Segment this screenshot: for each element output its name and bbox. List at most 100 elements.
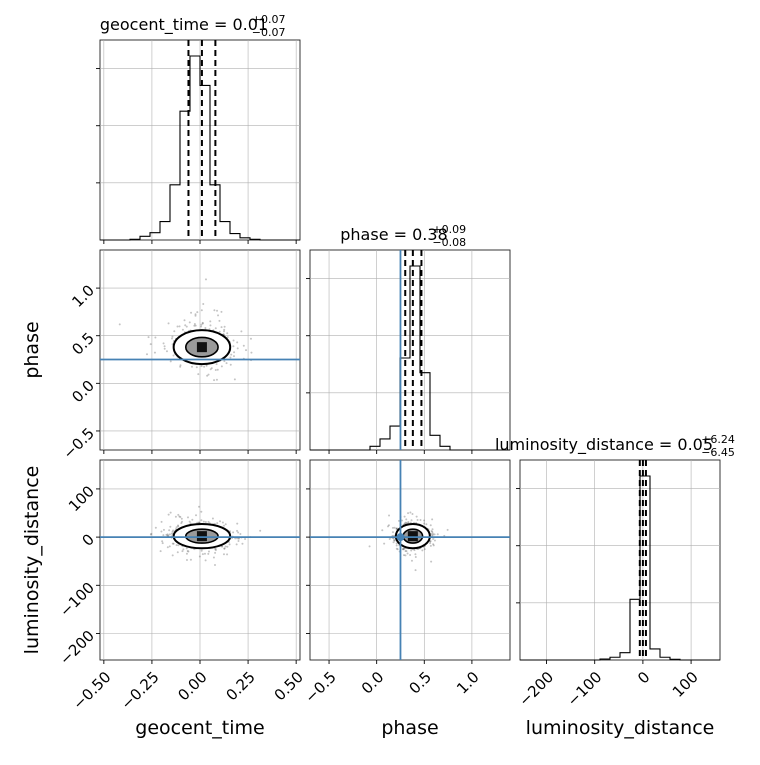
sample-point	[387, 524, 390, 527]
sample-point	[225, 362, 228, 365]
sample-point	[429, 540, 432, 543]
title-minus: −0.07	[252, 26, 286, 39]
sample-point	[433, 539, 436, 542]
x-tick-label: 0.50	[271, 668, 307, 704]
sample-point	[168, 545, 171, 548]
scatter-panel-luminosity_distance-vs-geocent_time	[96, 459, 301, 664]
sample-point	[200, 325, 203, 328]
sample-point	[395, 542, 398, 545]
sample-point	[236, 347, 239, 350]
sample-point	[200, 510, 203, 513]
sample-point	[431, 530, 434, 533]
sample-point	[236, 529, 239, 532]
sample-point	[195, 366, 198, 369]
sample-point	[431, 533, 434, 536]
sample-point	[175, 526, 178, 529]
sample-point	[406, 552, 409, 555]
sample-point	[195, 514, 198, 517]
panel-title: luminosity_distance = 0.05	[495, 435, 713, 455]
hist-panel-luminosity_distance: luminosity_distance = 0.05+6.24−6.45	[495, 433, 735, 664]
sample-point	[393, 526, 396, 529]
sample-point	[209, 368, 212, 371]
sample-point	[419, 518, 422, 521]
sample-point	[222, 553, 225, 556]
sample-point	[166, 533, 169, 536]
sample-point	[223, 547, 226, 550]
sample-point	[181, 328, 184, 331]
sample-point	[446, 528, 449, 531]
sample-point	[381, 529, 384, 532]
title-plus: +6.24	[701, 433, 735, 446]
sample-point	[432, 544, 435, 547]
sample-point	[224, 545, 227, 548]
sample-point	[170, 532, 173, 535]
x-tick-label: 0.00	[174, 668, 210, 704]
y-tick-label: 0.5	[68, 329, 98, 359]
sample-point	[388, 537, 391, 540]
sample-point	[200, 549, 203, 552]
sample-point	[190, 365, 193, 368]
sample-point	[245, 349, 248, 352]
sample-point	[221, 521, 224, 524]
sample-point	[209, 320, 212, 323]
sample-point	[178, 515, 181, 518]
sample-point	[177, 544, 180, 547]
sample-point	[220, 310, 223, 313]
sample-point	[173, 330, 176, 333]
sample-point	[150, 532, 153, 535]
sample-point	[185, 552, 188, 555]
sample-point	[170, 337, 173, 340]
sample-point	[176, 325, 179, 328]
sample-point	[180, 517, 183, 520]
sample-point	[226, 553, 229, 556]
sample-point	[196, 311, 199, 314]
sample-point	[222, 333, 225, 336]
sample-point	[189, 558, 192, 561]
sample-point	[404, 549, 407, 552]
x-axis-label-phase: phase	[381, 717, 438, 739]
sample-point	[430, 560, 433, 563]
sample-point	[207, 373, 210, 376]
sample-point	[229, 356, 232, 359]
x-tick-label: 0.0	[358, 668, 388, 698]
sample-point	[410, 549, 413, 552]
sample-point	[431, 528, 434, 531]
sample-point	[183, 319, 186, 322]
sample-point	[241, 542, 244, 545]
sample-point	[223, 547, 226, 550]
x-tick-label: 0.5	[405, 668, 435, 698]
sample-point	[163, 345, 166, 348]
sample-point	[405, 518, 408, 521]
sample-point	[395, 527, 398, 530]
sample-point	[395, 547, 398, 550]
sample-point	[162, 528, 165, 531]
sample-point	[218, 319, 221, 322]
sample-point	[203, 365, 206, 368]
sample-point	[229, 363, 232, 366]
sample-point	[160, 530, 163, 533]
histogram-phase	[310, 265, 510, 451]
hist-panel-phase: phase = 0.38+0.09−0.08	[306, 223, 511, 454]
sample-point	[429, 540, 432, 543]
sample-point	[218, 330, 221, 333]
sample-point	[224, 523, 227, 526]
y-tick-label: 100	[65, 482, 98, 515]
sample-point	[222, 524, 225, 527]
sample-point	[190, 311, 193, 314]
sample-point	[214, 369, 217, 372]
sample-point	[177, 524, 180, 527]
sample-point	[207, 552, 210, 555]
sample-point	[191, 518, 194, 521]
sample-point	[169, 360, 172, 363]
sample-point	[226, 332, 229, 335]
x-tick-label: 100	[669, 668, 702, 701]
title-minus: −6.45	[701, 446, 735, 459]
sample-point	[415, 515, 418, 518]
sample-point	[169, 511, 172, 514]
sample-point	[162, 342, 165, 345]
y-tick-label: 0	[79, 530, 98, 549]
sample-point	[219, 520, 222, 523]
sample-point	[237, 537, 240, 540]
sample-point	[204, 521, 207, 524]
